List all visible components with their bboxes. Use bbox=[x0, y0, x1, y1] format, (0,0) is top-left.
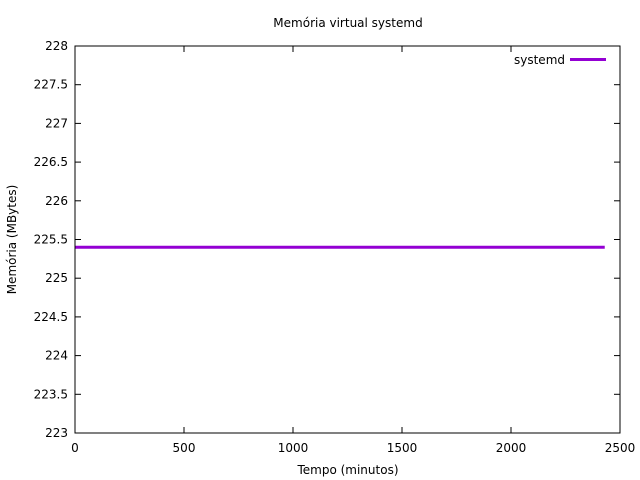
y-tick-label: 226.5 bbox=[34, 155, 68, 169]
y-tick-label: 223.5 bbox=[34, 387, 68, 401]
y-tick-label: 227.5 bbox=[34, 78, 68, 92]
y-tick-label: 224 bbox=[45, 349, 68, 363]
y-tick-label: 225 bbox=[45, 271, 68, 285]
x-tick-label: 500 bbox=[173, 441, 196, 455]
x-tick-label: 1500 bbox=[387, 441, 418, 455]
x-axis-label: Tempo (minutos) bbox=[296, 463, 398, 477]
y-tick-label: 227 bbox=[45, 116, 68, 130]
plot-frame bbox=[74, 45, 621, 434]
y-tick-label: 223 bbox=[45, 426, 68, 440]
chart-title: Memória virtual systemd bbox=[273, 16, 422, 30]
y-tick-label: 224.5 bbox=[34, 310, 68, 324]
y-tick-label: 225.5 bbox=[34, 233, 68, 247]
legend: systemd bbox=[514, 53, 606, 67]
y-axis-label: Memória (MBytes) bbox=[5, 185, 19, 295]
y-tick-label: 226 bbox=[45, 194, 68, 208]
legend-label-systemd: systemd bbox=[514, 53, 565, 67]
ticks-layer: 0 500 1000 1500 2000 2500 223 223.5 224 224.5 225 2… bbox=[34, 39, 636, 455]
x-tick-label: 2500 bbox=[605, 441, 636, 455]
x-tick-label: 0 bbox=[71, 441, 79, 455]
x-tick-label: 2000 bbox=[496, 441, 527, 455]
x-tick-label: 1000 bbox=[278, 441, 309, 455]
y-tick-label: 228 bbox=[45, 39, 68, 53]
